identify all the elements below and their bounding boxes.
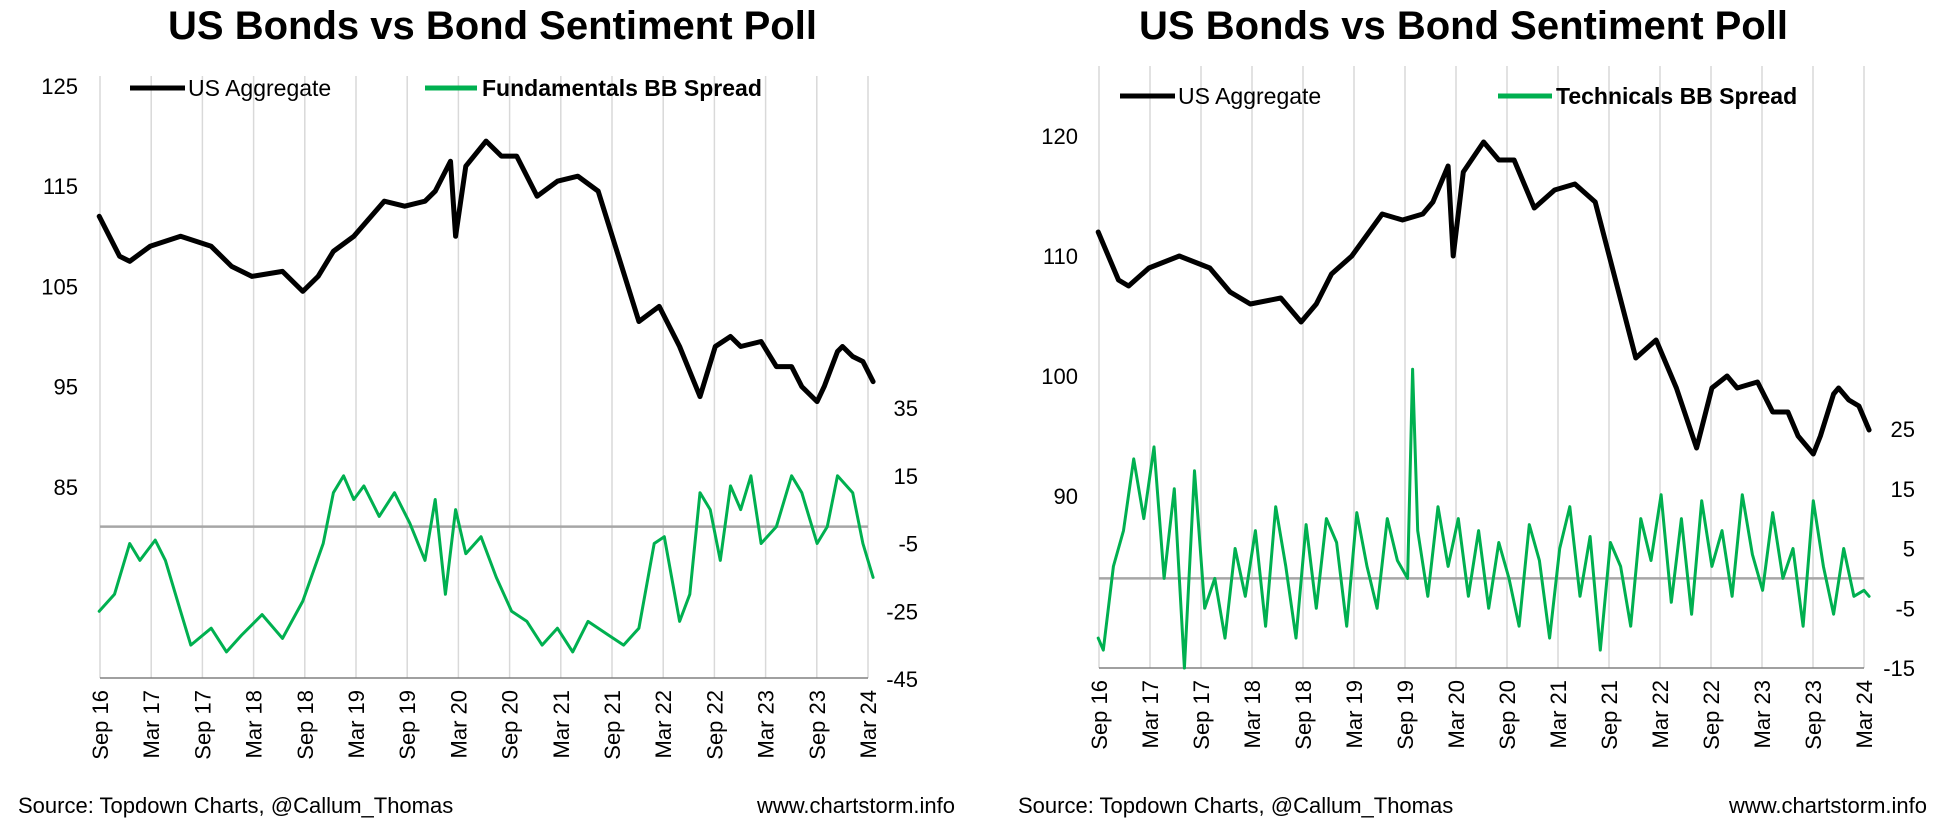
source-caption: Source: Topdown Charts, @Callum_Thomas	[1018, 793, 1454, 818]
x-tick-label: Sep 16	[1087, 680, 1112, 750]
legend-label: US Aggregate	[1178, 83, 1321, 109]
x-tick-label: Mar 23	[754, 690, 779, 758]
right-axis-tick-label: -25	[886, 599, 918, 624]
left-axis-tick-label: 100	[1041, 364, 1078, 389]
legend-label: Technicals BB Spread	[1556, 83, 1797, 109]
x-tick-label: Sep 16	[88, 690, 113, 760]
left-axis-tick-label: 105	[41, 274, 78, 299]
chart-panel-technicals: US Bonds vs Bond Sentiment Poll Sep 16 Ma…	[990, 0, 1937, 825]
x-tick-label: Sep 18	[293, 690, 318, 760]
x-tick-label: Mar 20	[446, 690, 471, 758]
x-tick-label: Sep 20	[498, 690, 523, 760]
right-axis-tick-label: 25	[1891, 417, 1915, 442]
x-tick-label: Mar 22	[1648, 680, 1673, 748]
website-caption: www.chartstorm.info	[1728, 793, 1927, 818]
x-tick-label: Sep 17	[1189, 680, 1214, 750]
website-caption: www.chartstorm.info	[756, 793, 955, 818]
source-caption: Source: Topdown Charts, @Callum_Thomas	[18, 793, 454, 818]
chart-svg-technicals: Sep 16 Mar 17 Sep 17 Mar 18 Sep 18 Mar 19 Sep …	[1041, 66, 1915, 750]
series-line-us-aggregate	[1095, 139, 1872, 457]
x-tick-label: Sep 18	[1291, 680, 1316, 750]
x-tick-label: Sep 17	[190, 690, 215, 760]
right-axis-tick-label: -15	[1883, 656, 1915, 681]
chart-title: US Bonds vs Bond Sentiment Poll	[168, 4, 817, 48]
legend-label: Fundamentals BB Spread	[482, 75, 762, 101]
x-tick-label: Sep 23	[1801, 680, 1826, 750]
right-axis-tick-label: 5	[1903, 537, 1915, 562]
x-tick-label: Sep 21	[600, 690, 625, 760]
right-axis-tick-label: -45	[886, 667, 918, 692]
left-axis-tick-label: 120	[1041, 124, 1078, 149]
x-tick-label: Sep 23	[805, 690, 830, 760]
series-line-us-aggregate	[96, 138, 876, 405]
x-tick-label: Mar 22	[651, 690, 676, 758]
x-tick-label: Mar 23	[1750, 680, 1775, 748]
x-tick-label: Sep 21	[1597, 680, 1622, 750]
series-line-bb-spread	[1096, 367, 1871, 670]
x-tick-label: Mar 20	[1444, 680, 1469, 748]
right-axis-tick-label: 35	[894, 396, 918, 421]
series-line-bb-spread	[97, 474, 875, 654]
x-tick-label: Sep 19	[1393, 680, 1418, 750]
left-axis-tick-label: 95	[54, 375, 78, 400]
x-tick-label: Mar 24	[1852, 680, 1877, 748]
x-tick-label: Sep 19	[395, 690, 420, 760]
right-axis-tick-label: 15	[894, 464, 918, 489]
x-tick-label: Mar 17	[1138, 680, 1163, 748]
x-tick-label: Mar 18	[1240, 680, 1265, 748]
x-tick-label: Mar 19	[344, 690, 369, 758]
x-tick-label: Mar 19	[1342, 680, 1367, 748]
x-tick-label: Sep 20	[1495, 680, 1520, 750]
x-tick-label: Sep 22	[702, 690, 727, 760]
x-tick-label: Mar 18	[242, 690, 267, 758]
x-tick-label: Mar 24	[856, 690, 881, 758]
left-axis-tick-label: 125	[41, 74, 78, 99]
x-tick-label: Mar 17	[139, 690, 164, 758]
x-tick-label: Mar 21	[1546, 680, 1571, 748]
right-axis-tick-label: 15	[1891, 477, 1915, 502]
x-tick-label: Mar 21	[549, 690, 574, 758]
chart-panel-fundamentals: US Bonds vs Bond Sentiment Poll Sep 16 Ma…	[18, 4, 955, 818]
right-axis-tick-label: -5	[1895, 596, 1915, 621]
chart-svg-fundamentals: Sep 16 Mar 17 Sep 17 Mar 18 Sep 18 Mar 19 Sep …	[41, 74, 918, 760]
x-tick-label: Sep 22	[1699, 680, 1724, 750]
chart-title: US Bonds vs Bond Sentiment Poll	[1139, 4, 1788, 48]
left-axis-tick-label: 90	[1054, 484, 1078, 509]
right-axis-tick-label: -5	[898, 532, 918, 557]
left-axis-tick-label: 110	[1043, 244, 1078, 269]
left-axis-tick-label: 115	[43, 174, 78, 199]
legend-label: US Aggregate	[188, 75, 331, 101]
left-axis-tick-label: 85	[54, 475, 78, 500]
